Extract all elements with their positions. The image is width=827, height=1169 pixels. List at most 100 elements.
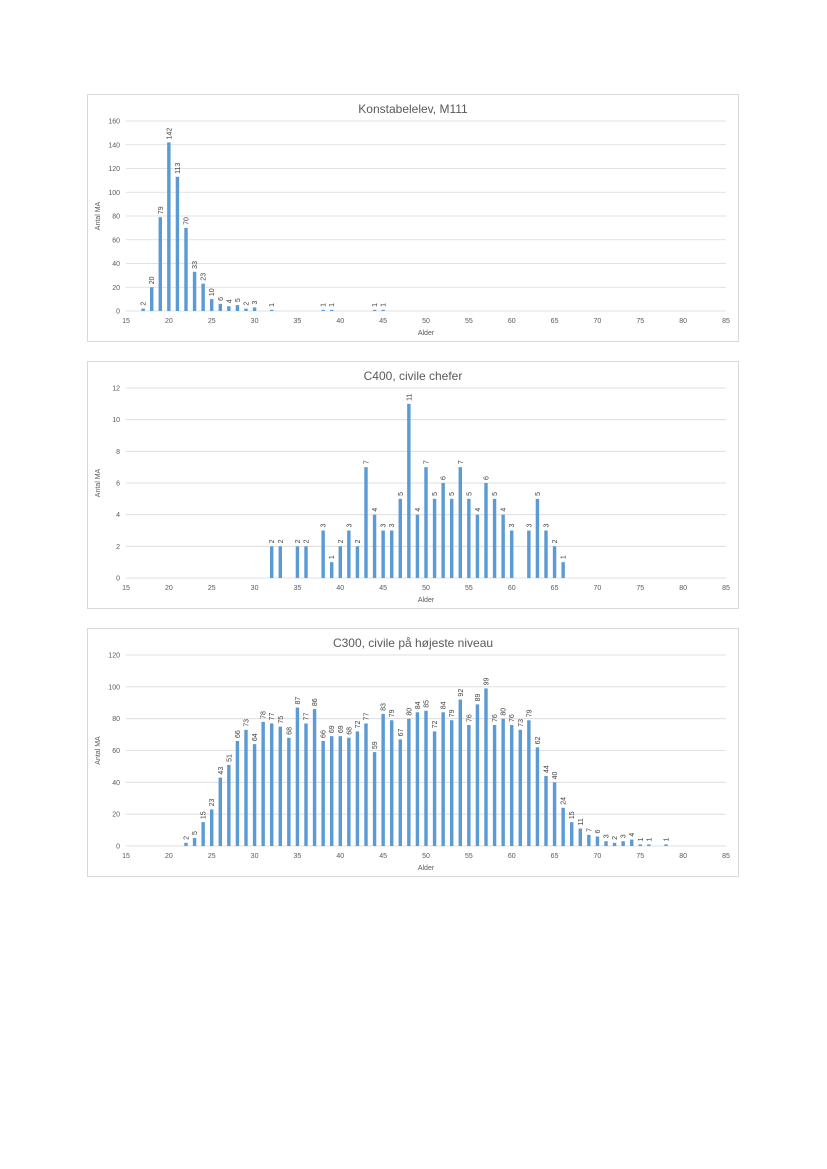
bar-data-label: 6: [595, 829, 602, 833]
bar: [364, 723, 368, 846]
bar: [604, 841, 608, 846]
bar-data-label: 5: [492, 492, 499, 496]
x-tick-label: 80: [679, 853, 687, 860]
bar-data-label: 1: [638, 837, 645, 841]
x-tick-label: 35: [294, 585, 302, 592]
bar: [372, 309, 377, 311]
y-tick-label: 2: [116, 544, 120, 551]
bar-data-label: 3: [604, 834, 611, 838]
x-tick-label: 70: [594, 585, 602, 592]
y-axis-label: Antal MA: [95, 201, 102, 230]
bar: [304, 723, 308, 846]
bar: [270, 309, 274, 311]
bar: [450, 720, 454, 846]
bar-data-label: 1: [561, 555, 568, 559]
bar-data-label: 6: [484, 476, 491, 480]
chart-panel-c400: C400, civile chefer 0 2 4 6 8 10 12 15 20 25 30 35 40…: [87, 361, 739, 609]
y-tick-label: 80: [112, 214, 120, 221]
x-tick-label: 15: [122, 585, 130, 592]
bar-data-label: 1: [372, 303, 379, 307]
x-tick-label: 75: [636, 585, 644, 592]
x-tick-label: 40: [336, 318, 344, 325]
x-tick-label: 70: [594, 853, 602, 860]
bar-data-label: 2: [269, 539, 276, 543]
bar-data-label: 1: [329, 555, 336, 559]
bar: [347, 737, 351, 846]
bar-data-label: 4: [372, 508, 379, 512]
bar-data-label: 2: [612, 836, 619, 840]
bar: [595, 836, 600, 846]
bar: [184, 227, 188, 311]
bar-data-label: 86: [312, 698, 319, 706]
bar: [407, 403, 411, 578]
bar-data-label: 24: [561, 797, 568, 805]
bar: [261, 721, 265, 846]
bar-data-label: 69: [338, 725, 345, 733]
bar: [321, 530, 325, 578]
y-tick-label: 8: [116, 449, 120, 456]
bar: [415, 712, 420, 846]
bar: [544, 775, 548, 846]
bar: [432, 498, 437, 578]
x-tick-label: 60: [508, 585, 516, 592]
bar: [552, 782, 557, 846]
bar-data-label: 3: [526, 524, 533, 528]
bar: [664, 844, 668, 846]
bar: [458, 467, 462, 578]
bar: [518, 729, 522, 846]
bar: [252, 307, 257, 311]
bar-data-label: 1: [664, 837, 671, 841]
bar: [501, 514, 505, 578]
x-tick-label: 20: [165, 318, 173, 325]
x-tick-label: 50: [422, 853, 430, 860]
bar: [484, 483, 488, 578]
bar: [638, 844, 642, 846]
x-tick-label: 65: [551, 853, 559, 860]
bar-data-label: 3: [509, 524, 516, 528]
bar: [330, 309, 334, 311]
bar-data-label: 79: [526, 709, 533, 717]
bar: [484, 688, 488, 846]
y-tick-label: 0: [116, 309, 120, 316]
bar: [355, 731, 360, 846]
bar: [338, 546, 342, 578]
x-tick-label: 25: [208, 853, 216, 860]
bar-data-label: 84: [415, 701, 422, 709]
bar-data-label: 2: [141, 302, 148, 306]
bar-data-label: 4: [415, 508, 422, 512]
bar: [535, 498, 540, 578]
bar-data-label: 6: [218, 297, 225, 301]
bar-data-label: 23: [209, 798, 216, 806]
bar-data-label: 11: [578, 818, 585, 825]
bar: [355, 546, 360, 578]
bar: [218, 777, 222, 846]
bar: [244, 729, 248, 846]
bar: [587, 834, 591, 846]
bar-data-label: 5: [192, 831, 199, 835]
bar-data-label: 1: [646, 837, 653, 841]
x-tick-label: 70: [594, 318, 602, 325]
bar: [227, 764, 231, 846]
x-tick-label: 25: [208, 585, 216, 592]
x-tick-label: 30: [251, 585, 259, 592]
bar: [312, 709, 317, 846]
bar: [270, 546, 274, 578]
bar-data-label: 92: [458, 689, 465, 697]
bar-data-label: 79: [389, 709, 396, 717]
bar: [150, 287, 154, 311]
y-tick-label: 0: [116, 844, 120, 851]
bar: [475, 704, 480, 846]
bar-data-label: 85: [424, 700, 431, 708]
y-tick-label: 4: [116, 512, 120, 519]
bar: [561, 562, 565, 578]
bar-data-label: 80: [501, 708, 508, 716]
bar: [330, 562, 334, 578]
bar: [330, 736, 334, 846]
bar-data-label: 3: [544, 524, 551, 528]
x-tick-label: 45: [379, 585, 387, 592]
x-tick-label: 60: [508, 853, 516, 860]
bar: [278, 546, 282, 578]
x-tick-label: 40: [336, 585, 344, 592]
bar-data-label: 1: [329, 303, 336, 307]
